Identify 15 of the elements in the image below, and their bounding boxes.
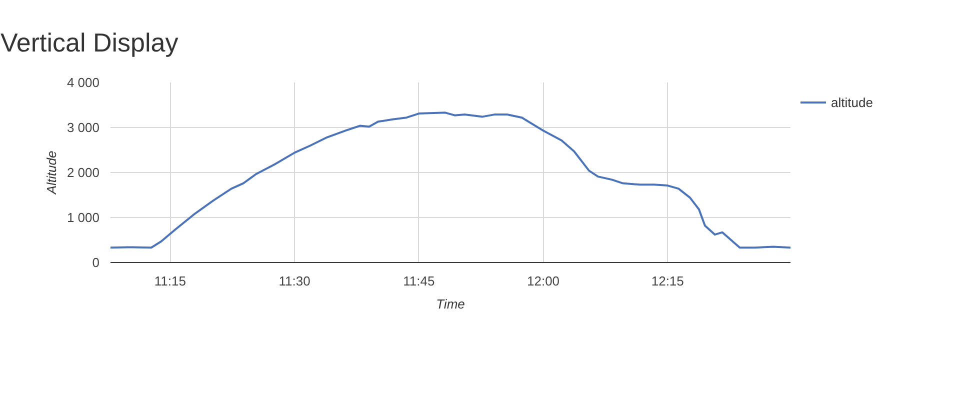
chart-title: Vertical Display: [0, 28, 178, 58]
line-series: [110, 112, 790, 249]
y-tick-label: 0: [92, 255, 100, 270]
x-tick-label: 12:00: [527, 274, 560, 288]
y-tick-label: 4 000: [66, 75, 100, 90]
y-tick-label: 1 000: [66, 210, 100, 225]
x-tick-label: 11:30: [278, 274, 310, 288]
x-tick-label: 11:45: [403, 274, 435, 288]
legend-label: altitude: [831, 94, 873, 110]
x-axis-title: Time: [436, 296, 465, 312]
y-tick-label: 2 000: [66, 165, 100, 180]
x-tick-label: 11:15: [154, 274, 186, 288]
y-axis-title: Altitude: [44, 150, 59, 196]
x-tick-label: 12:15: [651, 274, 684, 288]
y-tick-label: 3 000: [66, 120, 100, 135]
